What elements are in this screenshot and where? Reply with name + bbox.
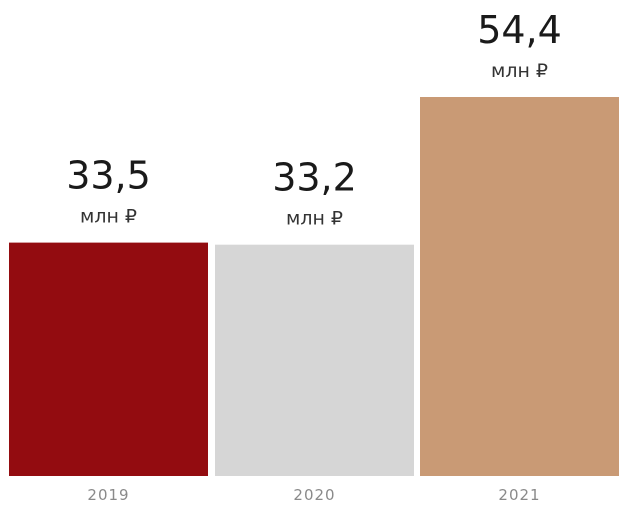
data-label-2019: 33,5 (66, 154, 151, 198)
x-tick-label-2021: 2021 (498, 486, 540, 504)
bar-2020 (215, 245, 414, 476)
bar-2019 (9, 243, 208, 476)
bar-2021 (420, 97, 619, 476)
unit-label-2020: млн ₽ (286, 208, 343, 230)
x-tick-label-2019: 2019 (87, 486, 129, 504)
x-tick-label-2020: 2020 (293, 486, 335, 504)
unit-label-2021: млн ₽ (491, 60, 548, 82)
data-label-2021: 54,4 (477, 8, 562, 52)
data-label-2020: 33,2 (272, 156, 357, 200)
unit-label-2019: млн ₽ (80, 206, 137, 228)
